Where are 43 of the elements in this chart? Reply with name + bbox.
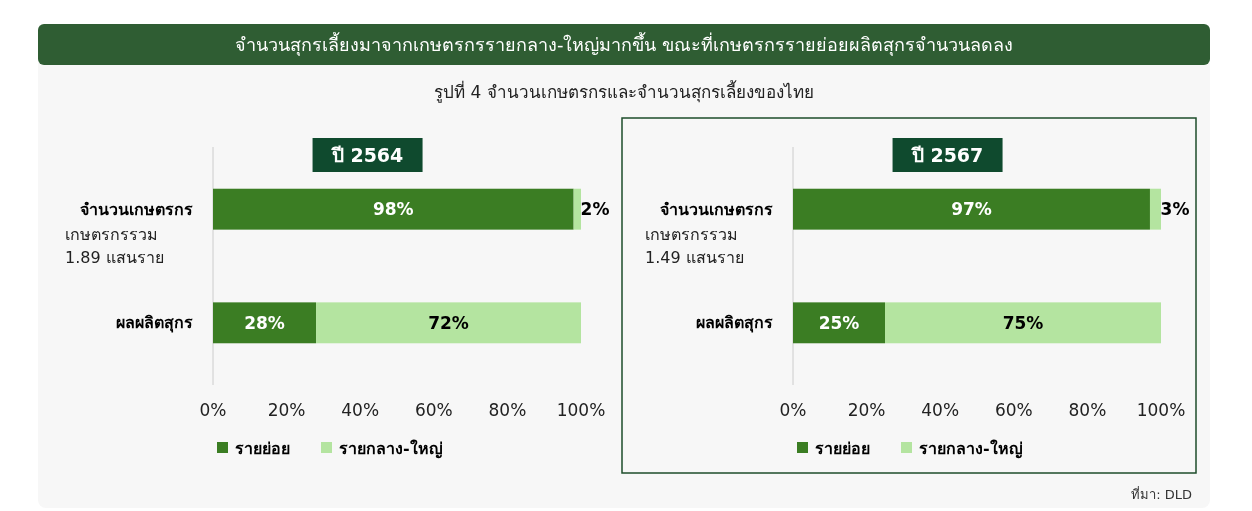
x-tick-label: 60% bbox=[414, 399, 453, 420]
legend-label: รายกลาง-ใหญ่ bbox=[919, 438, 1023, 459]
legend-label: รายย่อย bbox=[235, 438, 290, 458]
x-tick-label: 0% bbox=[199, 399, 227, 420]
bar bbox=[793, 188, 1150, 230]
y-tick-label: ผลผลิตสุกร bbox=[116, 313, 193, 334]
bar bbox=[573, 188, 581, 230]
bar bbox=[316, 302, 581, 344]
x-tick-label: 100% bbox=[1136, 399, 1186, 420]
data-label: 97% bbox=[951, 199, 992, 220]
x-tick-label: 20% bbox=[847, 399, 886, 420]
x-tick-label: 20% bbox=[267, 399, 306, 420]
bar bbox=[885, 302, 1161, 344]
data-label: 75% bbox=[1002, 312, 1044, 333]
bar bbox=[213, 188, 574, 230]
text: เกษตรกรรวม 1.49 แสนราย bbox=[645, 225, 744, 267]
text: ที่มา: DLD bbox=[1131, 485, 1192, 502]
y-tick-label: จำนวนเกษตรกร bbox=[660, 199, 773, 219]
data-label: 3% bbox=[1160, 199, 1190, 220]
bar bbox=[1149, 188, 1161, 230]
bar bbox=[213, 302, 317, 344]
chart-title: ปี 2567 bbox=[910, 143, 984, 166]
legend-label: รายกลาง-ใหญ่ bbox=[339, 438, 443, 459]
legend-label: รายย่อย bbox=[815, 438, 870, 458]
x-tick-label: 40% bbox=[921, 399, 960, 420]
text: จำนวนสุกรเลี้ยงมาจากเกษตรกรรายกลาง-ใหญ่มากขึ้น ขณะที่เกษตรกรรายย่อยผลิตสุกรจำนวนลดลง bbox=[234, 32, 1014, 57]
data-label: 98% bbox=[372, 199, 414, 220]
data-label: 28% bbox=[244, 312, 285, 333]
x-tick-label: 100% bbox=[556, 399, 606, 420]
x-tick-label: 80% bbox=[1068, 399, 1107, 420]
y-tick-label: ผลผลิตสุกร bbox=[696, 313, 773, 334]
data-label: 25% bbox=[818, 312, 860, 333]
data-label: 2% bbox=[580, 199, 610, 220]
y-tick-label: จำนวนเกษตรกร bbox=[80, 199, 193, 219]
x-tick-label: 0% bbox=[779, 399, 807, 420]
x-tick-label: 60% bbox=[994, 399, 1033, 420]
bar bbox=[793, 302, 885, 344]
x-tick-label: 80% bbox=[488, 399, 527, 420]
chart-title: ปี 2564 bbox=[330, 143, 404, 166]
text: เกษตรกรรวม 1.89 แสนราย bbox=[65, 225, 164, 267]
text: รูปที่ 4 จำนวนเกษตรกรและจำนวนสุกรเลี้ยงของไทย bbox=[434, 79, 814, 103]
data-label: 72% bbox=[428, 312, 469, 333]
x-tick-label: 40% bbox=[341, 399, 380, 420]
